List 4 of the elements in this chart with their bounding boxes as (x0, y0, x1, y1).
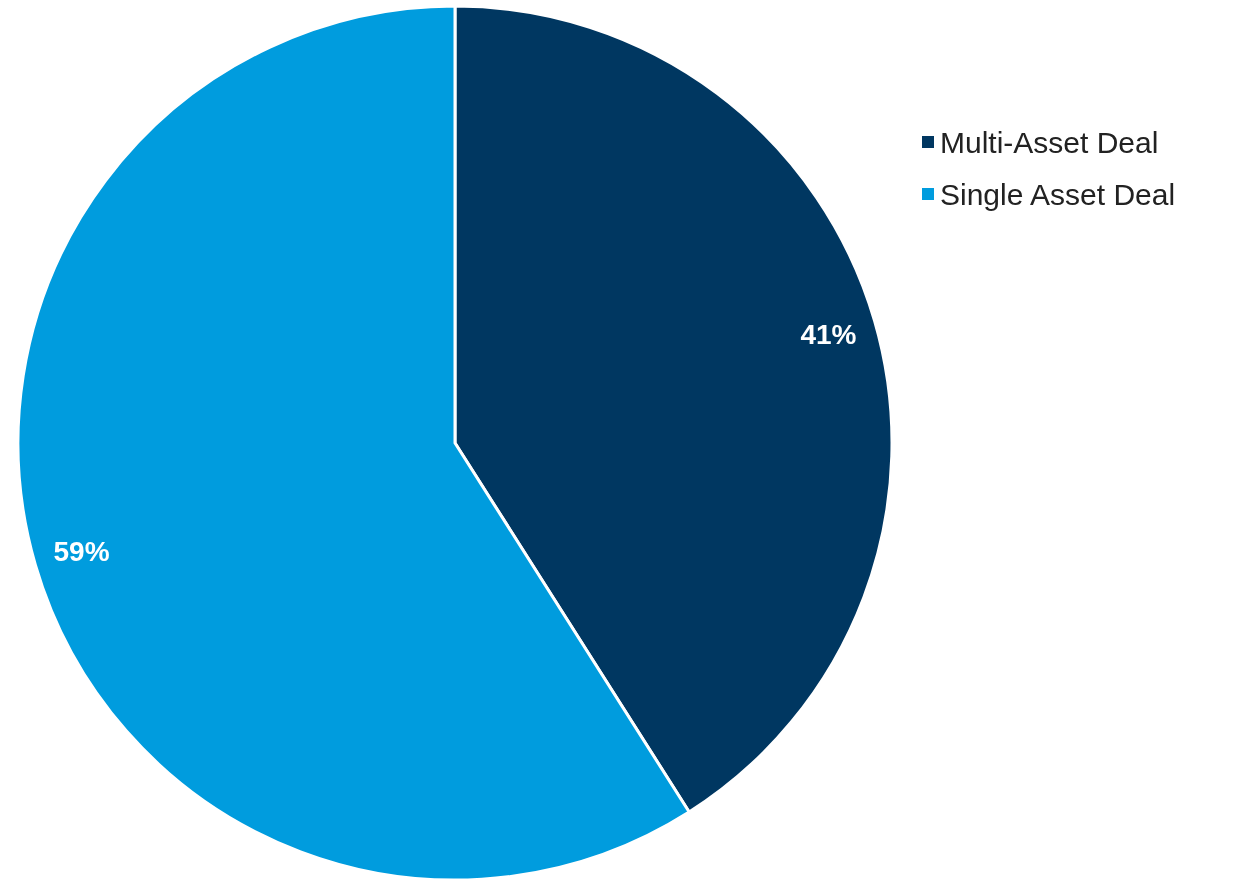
data-label: 41% (800, 318, 857, 350)
legend-label: Multi-Asset Deal (940, 125, 1159, 159)
data-label: 59% (53, 536, 110, 568)
legend-label: Single Asset Deal (940, 177, 1176, 211)
